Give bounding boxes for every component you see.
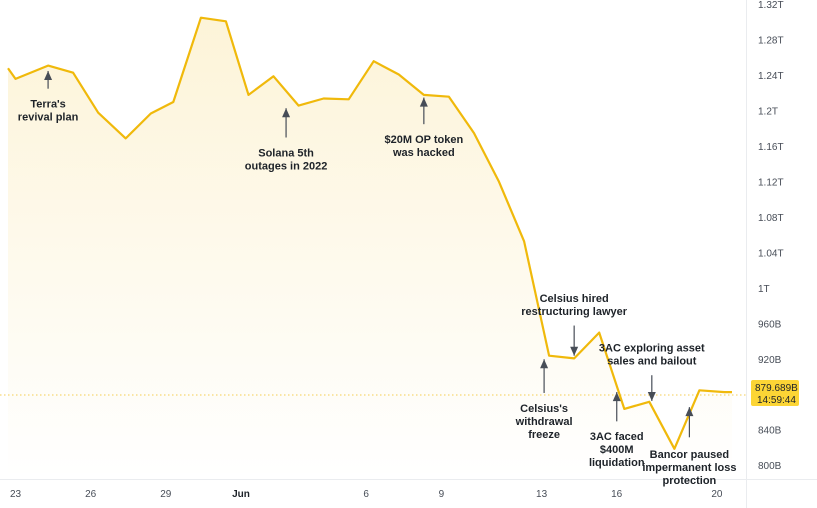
- current-price-timer: 14:59:44: [757, 395, 796, 406]
- annotation-arrow-head: [570, 346, 579, 356]
- annotation-arrow-head: [612, 392, 621, 402]
- annotation-label: $20M OP token: [385, 134, 464, 146]
- annotation-label: impermanent loss: [642, 462, 736, 474]
- annotation-label: 3AC faced: [590, 431, 644, 443]
- y-tick-label: 1.28T: [758, 35, 784, 46]
- x-tick-layer: 23 26 29 Jun 6 9 13 16 20: [10, 489, 723, 500]
- x-tick-label: 9: [439, 489, 445, 500]
- y-tick-label: 1.24T: [758, 71, 784, 82]
- x-tick-label: 13: [536, 489, 548, 500]
- annotation-label: withdrawal: [515, 416, 573, 428]
- annotation-label: outages in 2022: [245, 160, 328, 172]
- annotation-label: protection: [663, 475, 717, 487]
- current-price-value: 879.689B: [755, 383, 798, 394]
- annotation-arrow-head: [282, 108, 291, 118]
- annotation-label: liquidation: [589, 457, 645, 469]
- y-tick-label: 960B: [758, 319, 782, 330]
- annotation-arrow-head: [540, 359, 549, 369]
- current-price-badge: 879.689B 14:59:44: [751, 380, 799, 406]
- x-tick-label: Jun: [232, 489, 250, 500]
- y-tick-label: 1.08T: [758, 213, 784, 224]
- annotation-label: restructuring lawyer: [521, 306, 627, 318]
- y-tick-label: 1.2T: [758, 106, 778, 117]
- series-line: [7, 16, 732, 450]
- annotation-label: sales and bailout: [607, 356, 697, 368]
- annotation-label: $400M: [600, 444, 634, 456]
- y-tick-label: 1.12T: [758, 177, 784, 188]
- y-tick-label: 840B: [758, 426, 782, 437]
- series-area: [8, 17, 732, 479]
- y-tick-label: 920B: [758, 355, 782, 366]
- annotation-label: Bancor paused: [650, 449, 729, 461]
- annotation-label: 3AC exploring asset: [599, 343, 705, 355]
- x-tick-label: 6: [363, 489, 369, 500]
- current-price-badge-box: [751, 380, 799, 406]
- y-tick-label: 1.16T: [758, 142, 784, 153]
- y-tick-label: 800B: [758, 461, 782, 472]
- annotation-arrow-head: [647, 391, 656, 401]
- annotation-label: revival plan: [18, 112, 79, 124]
- annotation-label: Celsius hired: [540, 293, 609, 305]
- y-tick-label: 1.04T: [758, 248, 784, 259]
- x-tick-label: 20: [711, 489, 723, 500]
- annotation-label: was hacked: [392, 147, 455, 159]
- annotation-arrow-head: [685, 407, 694, 417]
- annotation-label: Solana 5th: [258, 147, 314, 159]
- y-tick-label: 1T: [758, 284, 770, 295]
- x-tick-label: 26: [85, 489, 97, 500]
- x-tick-label: 16: [611, 489, 623, 500]
- annotation-label: freeze: [528, 429, 560, 441]
- annotation-label: Celsius's: [520, 403, 568, 415]
- annotation-arrow-head: [44, 70, 53, 80]
- x-tick-label: 29: [160, 489, 172, 500]
- x-tick-label: 23: [10, 489, 22, 500]
- annotation-label: Terra's: [30, 99, 65, 111]
- area-layer: [8, 17, 732, 479]
- series-line-layer: [7, 16, 732, 450]
- y-tick-label: 1.32T: [758, 0, 784, 11]
- annotation-arrow-head: [419, 97, 428, 107]
